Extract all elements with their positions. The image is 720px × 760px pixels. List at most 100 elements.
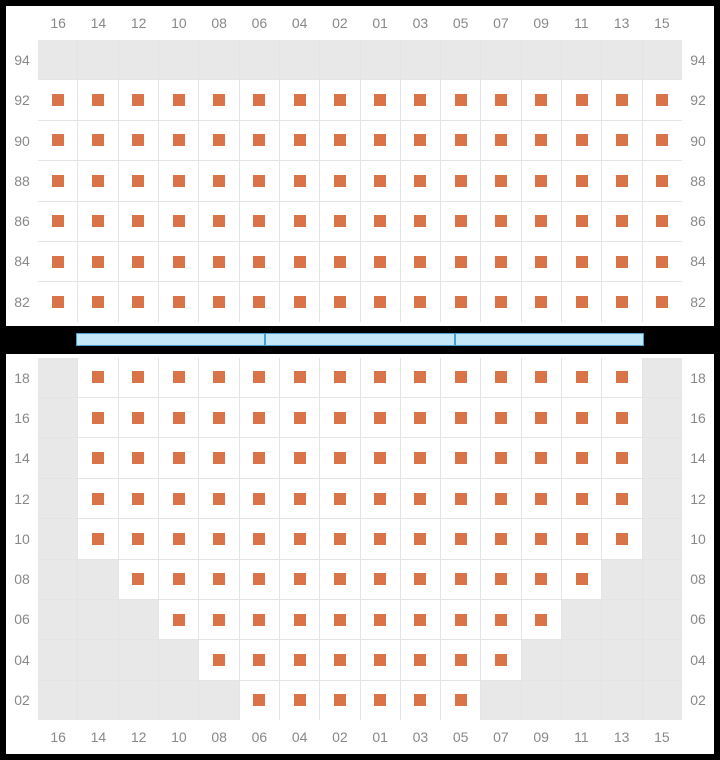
seat-cell[interactable] bbox=[561, 121, 601, 160]
seat-cell[interactable] bbox=[198, 121, 238, 160]
seat-cell[interactable] bbox=[561, 202, 601, 241]
seat-cell[interactable] bbox=[239, 398, 279, 437]
seat-cell[interactable] bbox=[561, 438, 601, 477]
seat-cell[interactable] bbox=[198, 398, 238, 437]
seat-cell[interactable] bbox=[561, 358, 601, 397]
seat-cell[interactable] bbox=[440, 681, 480, 720]
seat-cell[interactable] bbox=[480, 242, 520, 281]
seat-cell[interactable] bbox=[440, 121, 480, 160]
seat-cell[interactable] bbox=[561, 242, 601, 281]
seat-cell[interactable] bbox=[440, 640, 480, 679]
seat-cell[interactable] bbox=[239, 438, 279, 477]
seat-cell[interactable] bbox=[38, 161, 77, 200]
seat-cell[interactable] bbox=[118, 398, 158, 437]
seat-cell[interactable] bbox=[360, 560, 400, 599]
seat-cell[interactable] bbox=[77, 121, 117, 160]
seat-cell[interactable] bbox=[521, 438, 561, 477]
seat-cell[interactable] bbox=[77, 80, 117, 119]
seat-cell[interactable] bbox=[601, 202, 641, 241]
seat-cell[interactable] bbox=[400, 640, 440, 679]
seat-cell[interactable] bbox=[601, 121, 641, 160]
seat-cell[interactable] bbox=[279, 560, 319, 599]
seat-cell[interactable] bbox=[521, 479, 561, 518]
seat-cell[interactable] bbox=[279, 640, 319, 679]
seat-cell[interactable] bbox=[440, 398, 480, 437]
seat-cell[interactable] bbox=[561, 398, 601, 437]
seat-cell[interactable] bbox=[480, 438, 520, 477]
seat-cell[interactable] bbox=[561, 479, 601, 518]
seat-cell[interactable] bbox=[400, 358, 440, 397]
seat-cell[interactable] bbox=[279, 600, 319, 639]
seat-cell[interactable] bbox=[561, 560, 601, 599]
seat-cell[interactable] bbox=[400, 681, 440, 720]
seat-cell[interactable] bbox=[480, 479, 520, 518]
seat-cell[interactable] bbox=[400, 560, 440, 599]
seat-cell[interactable] bbox=[440, 560, 480, 599]
seat-cell[interactable] bbox=[118, 438, 158, 477]
seat-cell[interactable] bbox=[118, 358, 158, 397]
seat-cell[interactable] bbox=[77, 519, 117, 558]
seat-cell[interactable] bbox=[239, 161, 279, 200]
seat-cell[interactable] bbox=[239, 479, 279, 518]
seat-cell[interactable] bbox=[319, 398, 359, 437]
seat-cell[interactable] bbox=[158, 242, 198, 281]
seat-cell[interactable] bbox=[319, 121, 359, 160]
seat-cell[interactable] bbox=[38, 282, 77, 321]
seat-cell[interactable] bbox=[400, 121, 440, 160]
seat-cell[interactable] bbox=[239, 80, 279, 119]
seat-cell[interactable] bbox=[118, 202, 158, 241]
seat-cell[interactable] bbox=[118, 282, 158, 321]
seat-cell[interactable] bbox=[480, 519, 520, 558]
seat-cell[interactable] bbox=[480, 398, 520, 437]
seat-cell[interactable] bbox=[521, 600, 561, 639]
seat-cell[interactable] bbox=[400, 398, 440, 437]
seat-cell[interactable] bbox=[521, 80, 561, 119]
seat-cell[interactable] bbox=[360, 681, 400, 720]
seat-cell[interactable] bbox=[38, 202, 77, 241]
seat-cell[interactable] bbox=[118, 519, 158, 558]
seat-cell[interactable] bbox=[158, 202, 198, 241]
seat-cell[interactable] bbox=[198, 358, 238, 397]
seat-cell[interactable] bbox=[480, 560, 520, 599]
seat-cell[interactable] bbox=[319, 560, 359, 599]
seat-cell[interactable] bbox=[400, 479, 440, 518]
seat-cell[interactable] bbox=[642, 242, 682, 281]
seat-cell[interactable] bbox=[77, 202, 117, 241]
seat-cell[interactable] bbox=[440, 358, 480, 397]
seat-cell[interactable] bbox=[480, 161, 520, 200]
seat-cell[interactable] bbox=[198, 80, 238, 119]
seat-cell[interactable] bbox=[279, 519, 319, 558]
seat-cell[interactable] bbox=[480, 202, 520, 241]
seat-cell[interactable] bbox=[279, 80, 319, 119]
seat-cell[interactable] bbox=[279, 202, 319, 241]
seat-cell[interactable] bbox=[319, 479, 359, 518]
seat-cell[interactable] bbox=[158, 560, 198, 599]
seat-cell[interactable] bbox=[38, 242, 77, 281]
seat-cell[interactable] bbox=[77, 479, 117, 518]
seat-cell[interactable] bbox=[319, 640, 359, 679]
seat-cell[interactable] bbox=[480, 282, 520, 321]
seat-cell[interactable] bbox=[400, 202, 440, 241]
seat-cell[interactable] bbox=[158, 358, 198, 397]
seat-cell[interactable] bbox=[521, 242, 561, 281]
seat-cell[interactable] bbox=[561, 519, 601, 558]
seat-cell[interactable] bbox=[239, 121, 279, 160]
seat-cell[interactable] bbox=[198, 519, 238, 558]
seat-cell[interactable] bbox=[158, 282, 198, 321]
seat-cell[interactable] bbox=[158, 600, 198, 639]
seat-cell[interactable] bbox=[521, 121, 561, 160]
seat-cell[interactable] bbox=[521, 519, 561, 558]
seat-cell[interactable] bbox=[440, 600, 480, 639]
seat-cell[interactable] bbox=[118, 161, 158, 200]
seat-cell[interactable] bbox=[601, 282, 641, 321]
seat-cell[interactable] bbox=[319, 202, 359, 241]
seat-cell[interactable] bbox=[521, 202, 561, 241]
seat-cell[interactable] bbox=[360, 479, 400, 518]
seat-cell[interactable] bbox=[521, 358, 561, 397]
seat-cell[interactable] bbox=[158, 80, 198, 119]
seat-cell[interactable] bbox=[601, 80, 641, 119]
seat-cell[interactable] bbox=[521, 282, 561, 321]
seat-cell[interactable] bbox=[480, 640, 520, 679]
seat-cell[interactable] bbox=[77, 438, 117, 477]
seat-cell[interactable] bbox=[440, 282, 480, 321]
